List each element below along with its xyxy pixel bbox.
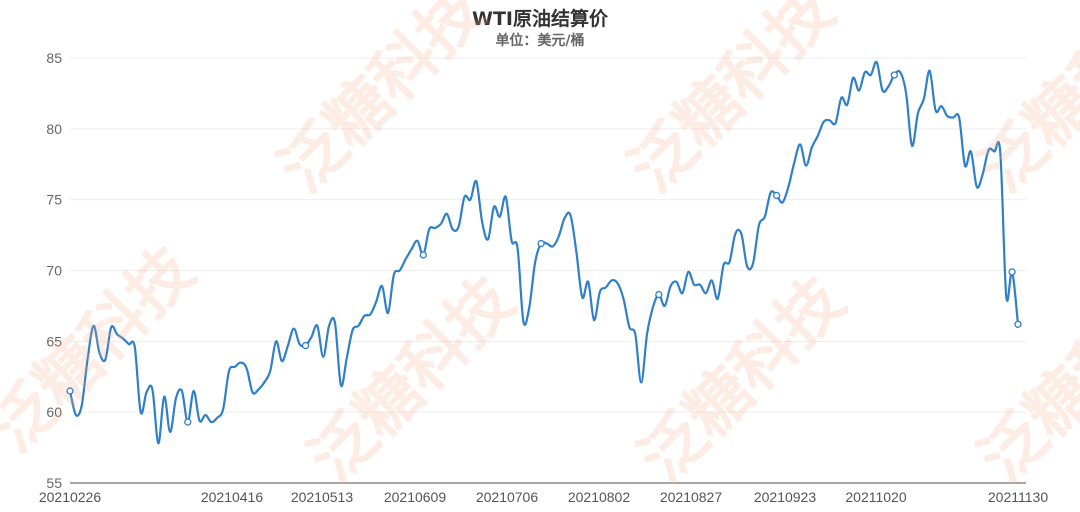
data-point-marker: [537, 239, 545, 248]
y-tick-label: 70: [46, 263, 62, 279]
y-tick-label: 55: [46, 475, 62, 491]
x-tick-label: 20210416: [201, 489, 264, 505]
y-tick-label: 60: [46, 404, 62, 420]
x-tick-label: 20210827: [660, 489, 723, 505]
data-point-marker: [890, 71, 898, 79]
chart-subtitle: 单位：美元/桶: [495, 33, 585, 49]
y-tick-label: 75: [46, 192, 62, 208]
y-tick-label: 80: [46, 121, 62, 137]
data-point-marker: [66, 387, 74, 395]
x-tick-label: 20210226: [39, 489, 102, 505]
data-point-marker: [419, 251, 427, 259]
chart-title: WTI原油结算价: [472, 8, 608, 30]
data-point-marker: [301, 341, 310, 350]
series-line: [68, 60, 1020, 445]
data-point-marker: [772, 191, 781, 200]
x-tick-label: 20210802: [568, 489, 631, 505]
x-tick-label: 20211020: [845, 489, 906, 505]
x-tick-label: 20210923: [754, 489, 817, 505]
y-tick-label: 85: [46, 50, 62, 66]
y-tick-label: 65: [46, 333, 62, 349]
x-tick-label: 20210513: [291, 489, 354, 505]
x-tick-label: 20210609: [384, 489, 447, 505]
data-point-marker: [184, 418, 192, 426]
data-point-marker: [1014, 320, 1022, 328]
data-point-marker: [655, 290, 663, 299]
data-point-marker: [1008, 268, 1016, 276]
x-tick-label: 20210706: [476, 489, 539, 505]
x-tick-label: 20211130: [988, 489, 1048, 505]
